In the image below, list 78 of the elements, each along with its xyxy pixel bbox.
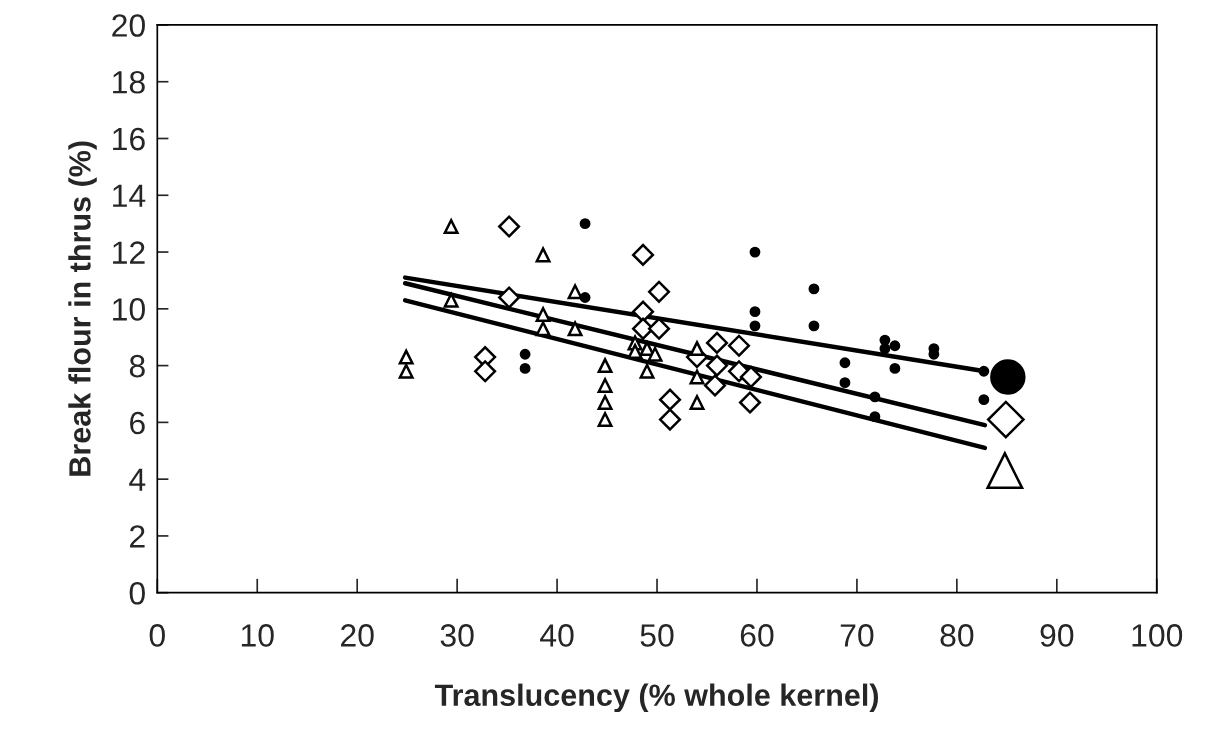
point	[639, 341, 655, 357]
point	[689, 369, 705, 385]
x-axis-title: Translucency (% whole kernel)	[434, 683, 878, 713]
point	[889, 363, 901, 374]
y-tick-label: 12	[113, 241, 145, 264]
point	[535, 307, 551, 322]
x-tick-label: 10	[241, 624, 274, 647]
point	[749, 320, 761, 332]
point	[647, 280, 671, 303]
point	[749, 246, 761, 258]
point	[579, 218, 591, 230]
point	[597, 412, 613, 428]
point	[627, 343, 643, 359]
point	[879, 334, 891, 346]
y-tick-label: 2	[130, 525, 145, 548]
point	[705, 354, 729, 377]
point	[398, 363, 414, 379]
point	[443, 219, 459, 234]
point	[443, 292, 459, 308]
y-tick-label: 18	[113, 70, 145, 94]
point	[519, 348, 531, 360]
point	[579, 292, 591, 303]
point	[808, 320, 820, 332]
point	[597, 395, 613, 411]
x-tick-label: 20	[341, 624, 374, 647]
y-axis-title: Break flour in thrus (%)	[68, 141, 97, 476]
point	[398, 349, 414, 365]
x-tick-label: 90	[1040, 624, 1074, 647]
point	[839, 377, 851, 389]
point	[631, 300, 655, 323]
point	[727, 334, 751, 357]
point	[705, 331, 729, 354]
x-tick-label: 80	[940, 624, 974, 647]
point	[474, 360, 497, 383]
point	[498, 215, 521, 238]
point	[639, 363, 655, 379]
point	[658, 408, 682, 431]
y-tick-label: 8	[129, 354, 145, 378]
x-tick-label: 40	[540, 624, 574, 647]
point	[535, 247, 551, 263]
point	[567, 321, 583, 337]
y-tick-label: 6	[130, 411, 145, 435]
point	[889, 340, 901, 352]
x-tick-label: 100	[1132, 624, 1183, 647]
y-tick-label: 4	[129, 468, 146, 491]
y-tick-label: 14	[113, 184, 146, 207]
point	[597, 358, 613, 374]
x-tick-label: 50	[640, 624, 674, 647]
point	[978, 394, 990, 406]
point	[567, 284, 583, 300]
y-tick-label: 10	[113, 298, 145, 321]
point	[869, 411, 881, 423]
y-tick-label: 20	[112, 14, 145, 37]
point	[498, 286, 521, 309]
point	[647, 346, 663, 362]
point	[689, 341, 705, 357]
x-tick-label: 30	[440, 624, 474, 647]
point	[535, 321, 551, 337]
point	[689, 395, 705, 411]
point	[658, 388, 682, 411]
x-tick-label: 70	[840, 624, 874, 647]
point	[738, 391, 762, 414]
point	[808, 283, 820, 295]
x-tick-label: 0	[149, 624, 165, 647]
point	[739, 365, 763, 389]
x-tick-label: 60	[740, 624, 774, 647]
point	[839, 357, 851, 369]
point	[703, 374, 727, 397]
point	[879, 343, 891, 354]
point	[869, 391, 881, 403]
point	[749, 306, 761, 318]
point	[519, 363, 531, 374]
point	[647, 317, 671, 340]
y-tick-label: 16	[113, 127, 145, 151]
point	[978, 365, 990, 377]
y-tick-label: 0	[129, 581, 145, 605]
point	[631, 243, 655, 266]
point	[597, 377, 613, 393]
